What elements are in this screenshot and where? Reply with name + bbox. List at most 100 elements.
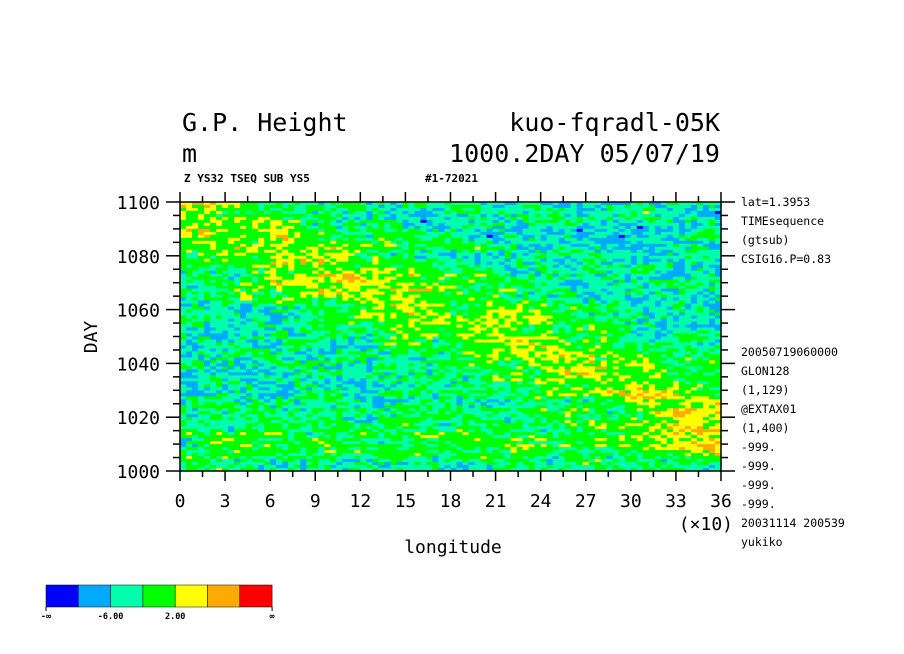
heatmap-cell <box>546 324 554 328</box>
heatmap-cell <box>600 339 608 343</box>
heatmap-cell <box>306 252 313 257</box>
heatmap-cell <box>390 225 397 230</box>
heatmap-cell <box>576 273 584 278</box>
heatmap-cell <box>618 249 626 254</box>
heatmap-cell <box>444 348 451 352</box>
heatmap-cell <box>354 207 361 212</box>
heatmap-cell <box>492 354 499 358</box>
heatmap-cell <box>408 351 415 355</box>
heatmap-cell <box>648 270 656 275</box>
heatmap-cell <box>462 327 469 331</box>
heatmap-cell <box>684 336 692 340</box>
heatmap-cell <box>300 312 307 316</box>
heatmap-cell <box>300 258 307 263</box>
heatmap-cell <box>252 333 259 337</box>
heatmap-cell <box>222 261 229 266</box>
heatmap-cell <box>348 234 355 239</box>
heatmap-cell <box>312 261 319 266</box>
heatmap-cell <box>210 204 217 209</box>
heatmap-cell <box>402 357 409 361</box>
heatmap-cell <box>546 318 554 322</box>
heatmap-cell <box>552 282 560 287</box>
heatmap-cell <box>690 345 698 349</box>
heatmap-cell <box>690 336 698 340</box>
heatmap-cell <box>540 210 548 215</box>
heatmap-cell <box>252 258 259 263</box>
heatmap-cell <box>636 264 644 269</box>
heatmap-cell <box>570 345 578 349</box>
heatmap-cell <box>504 303 512 308</box>
heatmap-cell <box>252 312 259 316</box>
heatmap-cell <box>222 324 229 328</box>
heatmap-cell <box>204 300 211 305</box>
heatmap-cell <box>336 312 343 316</box>
heatmap-cell <box>354 231 361 236</box>
heatmap-cell <box>480 342 487 346</box>
heatmap-cell <box>450 207 457 212</box>
heatmap-cell <box>474 318 481 322</box>
heatmap-cell <box>570 276 578 281</box>
heatmap-cell <box>306 228 313 233</box>
heatmap-cell <box>564 324 572 328</box>
heatmap-cell <box>342 342 349 346</box>
heatmap-cell <box>714 357 722 361</box>
heatmap-cell <box>360 222 367 227</box>
heatmap-cell <box>318 366 325 370</box>
heatmap-cell <box>648 339 656 343</box>
heatmap-cell <box>330 357 337 361</box>
heatmap-cell <box>456 249 463 254</box>
heatmap-cell <box>336 366 343 370</box>
heatmap-cell <box>462 204 469 209</box>
heatmap-cell <box>276 294 283 299</box>
heatmap-cell <box>396 324 403 328</box>
heatmap-cell <box>552 246 560 251</box>
heatmap-cell <box>330 354 337 358</box>
heatmap-cell <box>234 318 241 322</box>
heatmap-cell <box>624 363 632 367</box>
heatmap-cell <box>234 357 241 361</box>
heatmap-cell <box>462 243 469 248</box>
heatmap-cell <box>366 234 373 239</box>
heatmap-cell <box>600 255 608 260</box>
heatmap-cell <box>654 315 662 319</box>
heatmap-cell <box>618 204 626 209</box>
heatmap-cell <box>300 321 307 325</box>
heatmap-cell <box>222 303 229 308</box>
heatmap-cell <box>534 333 542 337</box>
heatmap-cell <box>378 294 385 299</box>
heatmap-cell <box>660 300 668 305</box>
heatmap-cell <box>714 273 722 278</box>
heatmap-cell <box>312 297 319 302</box>
heatmap-cell <box>228 204 235 209</box>
heatmap-cell <box>378 303 385 308</box>
heatmap-cell <box>330 282 337 287</box>
heatmap-cell <box>474 276 481 281</box>
heatmap-cell <box>360 357 367 361</box>
heatmap-cell <box>498 240 505 245</box>
heatmap-cell <box>390 273 397 278</box>
heatmap-cell <box>684 204 692 209</box>
heatmap-cell <box>294 327 301 331</box>
heatmap-cell <box>522 357 530 361</box>
heatmap-cell <box>198 270 205 275</box>
heatmap-cell <box>432 315 439 319</box>
heatmap-cell <box>696 345 704 349</box>
heatmap-cell <box>336 225 343 230</box>
heatmap-cell <box>330 351 337 355</box>
heatmap-cell <box>528 202 536 206</box>
heatmap-cell <box>234 258 241 263</box>
heatmap-cell <box>216 363 223 367</box>
heatmap-cell <box>468 300 475 305</box>
heatmap-cell <box>450 339 457 343</box>
heatmap-cell <box>570 351 578 355</box>
heatmap-cell <box>546 348 554 352</box>
heatmap-cell <box>678 345 686 349</box>
heatmap-cell <box>330 342 337 346</box>
heatmap-cell <box>504 204 512 209</box>
heatmap-cell <box>576 354 584 358</box>
heatmap-cell <box>342 312 349 316</box>
heatmap-cell <box>516 246 524 251</box>
heatmap-cell <box>606 243 614 248</box>
heatmap-cell <box>396 330 403 334</box>
heatmap-cell <box>372 351 379 355</box>
